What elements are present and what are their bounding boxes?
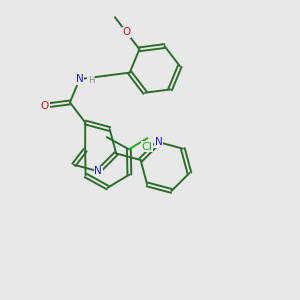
Text: N: N: [94, 166, 102, 176]
Text: O: O: [41, 101, 49, 111]
Text: H: H: [88, 76, 94, 85]
Text: N: N: [76, 74, 83, 84]
Text: N: N: [154, 137, 162, 147]
Text: O: O: [122, 27, 130, 37]
Text: Cl: Cl: [142, 142, 153, 152]
